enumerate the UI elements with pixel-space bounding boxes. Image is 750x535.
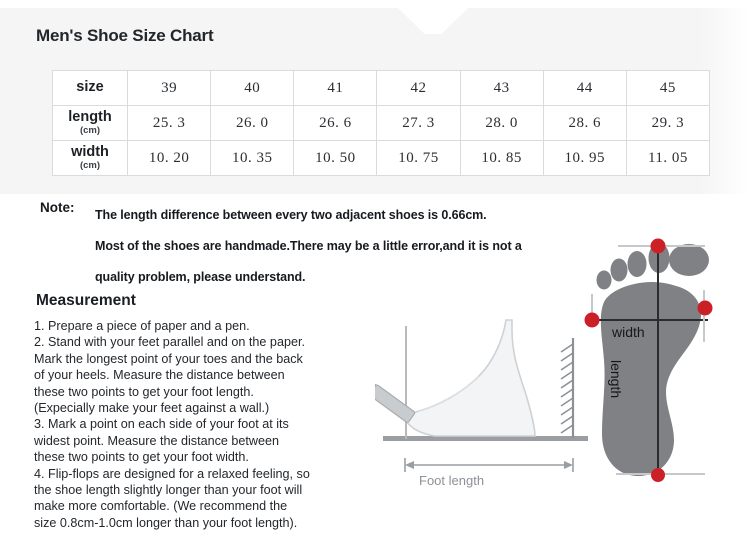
table-cell: 28. 6 bbox=[542, 105, 627, 141]
toe-3 bbox=[627, 251, 647, 277]
foot-length-label: Foot length bbox=[419, 473, 485, 488]
note-line: The length difference between every two … bbox=[95, 208, 487, 222]
table-cell: 45 bbox=[625, 70, 711, 106]
footprint-width-label: width bbox=[612, 324, 645, 340]
measurement-line: of your heels. Measure the distance betw… bbox=[34, 368, 285, 383]
footprint-diagram: width length bbox=[580, 232, 745, 494]
table-row: size 39 40 41 42 43 44 45 bbox=[52, 70, 711, 106]
table-cell: 43 bbox=[459, 70, 544, 106]
row-header-label: width bbox=[71, 143, 109, 160]
measure-markers bbox=[584, 238, 713, 482]
row-header-width: width (cm) bbox=[52, 140, 128, 176]
table-cell: 40 bbox=[210, 70, 295, 106]
row-header-length: length (cm) bbox=[52, 105, 128, 141]
row-header-unit: (cm) bbox=[79, 160, 101, 172]
foot-length-dimension bbox=[404, 458, 574, 472]
table-cell: 26. 6 bbox=[293, 105, 378, 141]
row-header-label: size bbox=[76, 79, 104, 96]
note-text: The length difference between every two … bbox=[95, 200, 655, 293]
table-cell: 10. 35 bbox=[210, 140, 295, 176]
footprint-length-label: length bbox=[608, 360, 624, 399]
row-header-unit: (cm) bbox=[79, 125, 101, 137]
table-row: length (cm) 25. 3 26. 0 26. 6 27. 3 28. … bbox=[52, 105, 711, 141]
note-line: quality problem, please understand. bbox=[95, 270, 306, 284]
measurement-line: 2. Stand with your feet parallel and on … bbox=[34, 335, 305, 350]
note-line: Most of the shoes are handmade.There may… bbox=[95, 239, 522, 253]
table-cell: 10. 95 bbox=[542, 140, 627, 176]
toe-5 bbox=[596, 270, 612, 290]
floor-line bbox=[383, 436, 588, 441]
table-cell: 44 bbox=[542, 70, 627, 106]
measurement-line: the shoe length slightly longer than you… bbox=[34, 483, 303, 498]
footprint-sole bbox=[600, 282, 702, 476]
measurement-line: these two points to get your foot length… bbox=[34, 384, 254, 399]
foot-silhouette bbox=[405, 319, 536, 437]
marker-width-right bbox=[697, 300, 713, 316]
marker-toe bbox=[650, 238, 666, 254]
table-cell: 42 bbox=[376, 70, 461, 106]
table-cell: 26. 0 bbox=[210, 105, 295, 141]
page-title: Men's Shoe Size Chart bbox=[36, 26, 214, 45]
foot-side-view-svg bbox=[363, 319, 588, 472]
pencil-icon bbox=[363, 382, 416, 423]
measurement-line: 3. Mark a point on each side of your foo… bbox=[34, 417, 289, 432]
measurement-line: these two points to get your foot width. bbox=[34, 450, 249, 465]
measurement-line: size 0.8cm-1.0cm longer than your foot l… bbox=[34, 515, 298, 530]
measurement-instructions: 1. Prepare a piece of paper and a pen. 2… bbox=[34, 318, 384, 531]
row-header-label: length bbox=[68, 108, 112, 125]
table-cell: 10. 20 bbox=[126, 140, 212, 176]
table-cell: 10. 85 bbox=[459, 140, 544, 176]
table-cell: 10. 75 bbox=[376, 140, 461, 176]
measurement-line: 4. Flip-flops are designed for a relaxed… bbox=[34, 466, 310, 481]
size-chart-table: size 39 40 41 42 43 44 45 length (cm) 25… bbox=[52, 70, 711, 176]
marker-heel bbox=[651, 468, 665, 482]
table-row: width (cm) 10. 20 10. 35 10. 50 10. 75 1… bbox=[52, 140, 711, 176]
measurement-line: 1. Prepare a piece of paper and a pen. bbox=[34, 319, 250, 333]
table-cell: 27. 3 bbox=[376, 105, 461, 141]
table-cell: 25. 3 bbox=[126, 105, 212, 141]
measurement-line: make more comfortable. (We recommend the bbox=[34, 499, 288, 514]
toe-4 bbox=[610, 258, 628, 282]
table-cell: 28. 0 bbox=[459, 105, 544, 141]
table-cell: 29. 3 bbox=[625, 105, 711, 141]
note-label: Note: bbox=[40, 200, 75, 215]
marker-width-left bbox=[584, 312, 600, 328]
table-cell: 11. 05 bbox=[625, 140, 711, 176]
measurement-line: (Expecially make your feet against a wal… bbox=[34, 401, 270, 416]
foot-side-view-diagram: Foot length bbox=[363, 318, 605, 503]
row-header-size: size bbox=[52, 70, 128, 106]
measurement-line: widest point. Measure the distance betwe… bbox=[34, 433, 280, 448]
measurement-title: Measurement bbox=[36, 292, 136, 309]
measurement-line: Mark the longest point of your toes and … bbox=[34, 351, 303, 366]
table-cell: 10. 50 bbox=[293, 140, 378, 176]
toe-big bbox=[669, 244, 709, 276]
wall-hatching bbox=[560, 338, 575, 438]
table-cell: 41 bbox=[293, 70, 378, 106]
foot-arch-line bbox=[418, 375, 480, 412]
table-cell: 39 bbox=[126, 70, 212, 106]
footprint-svg bbox=[584, 238, 713, 482]
